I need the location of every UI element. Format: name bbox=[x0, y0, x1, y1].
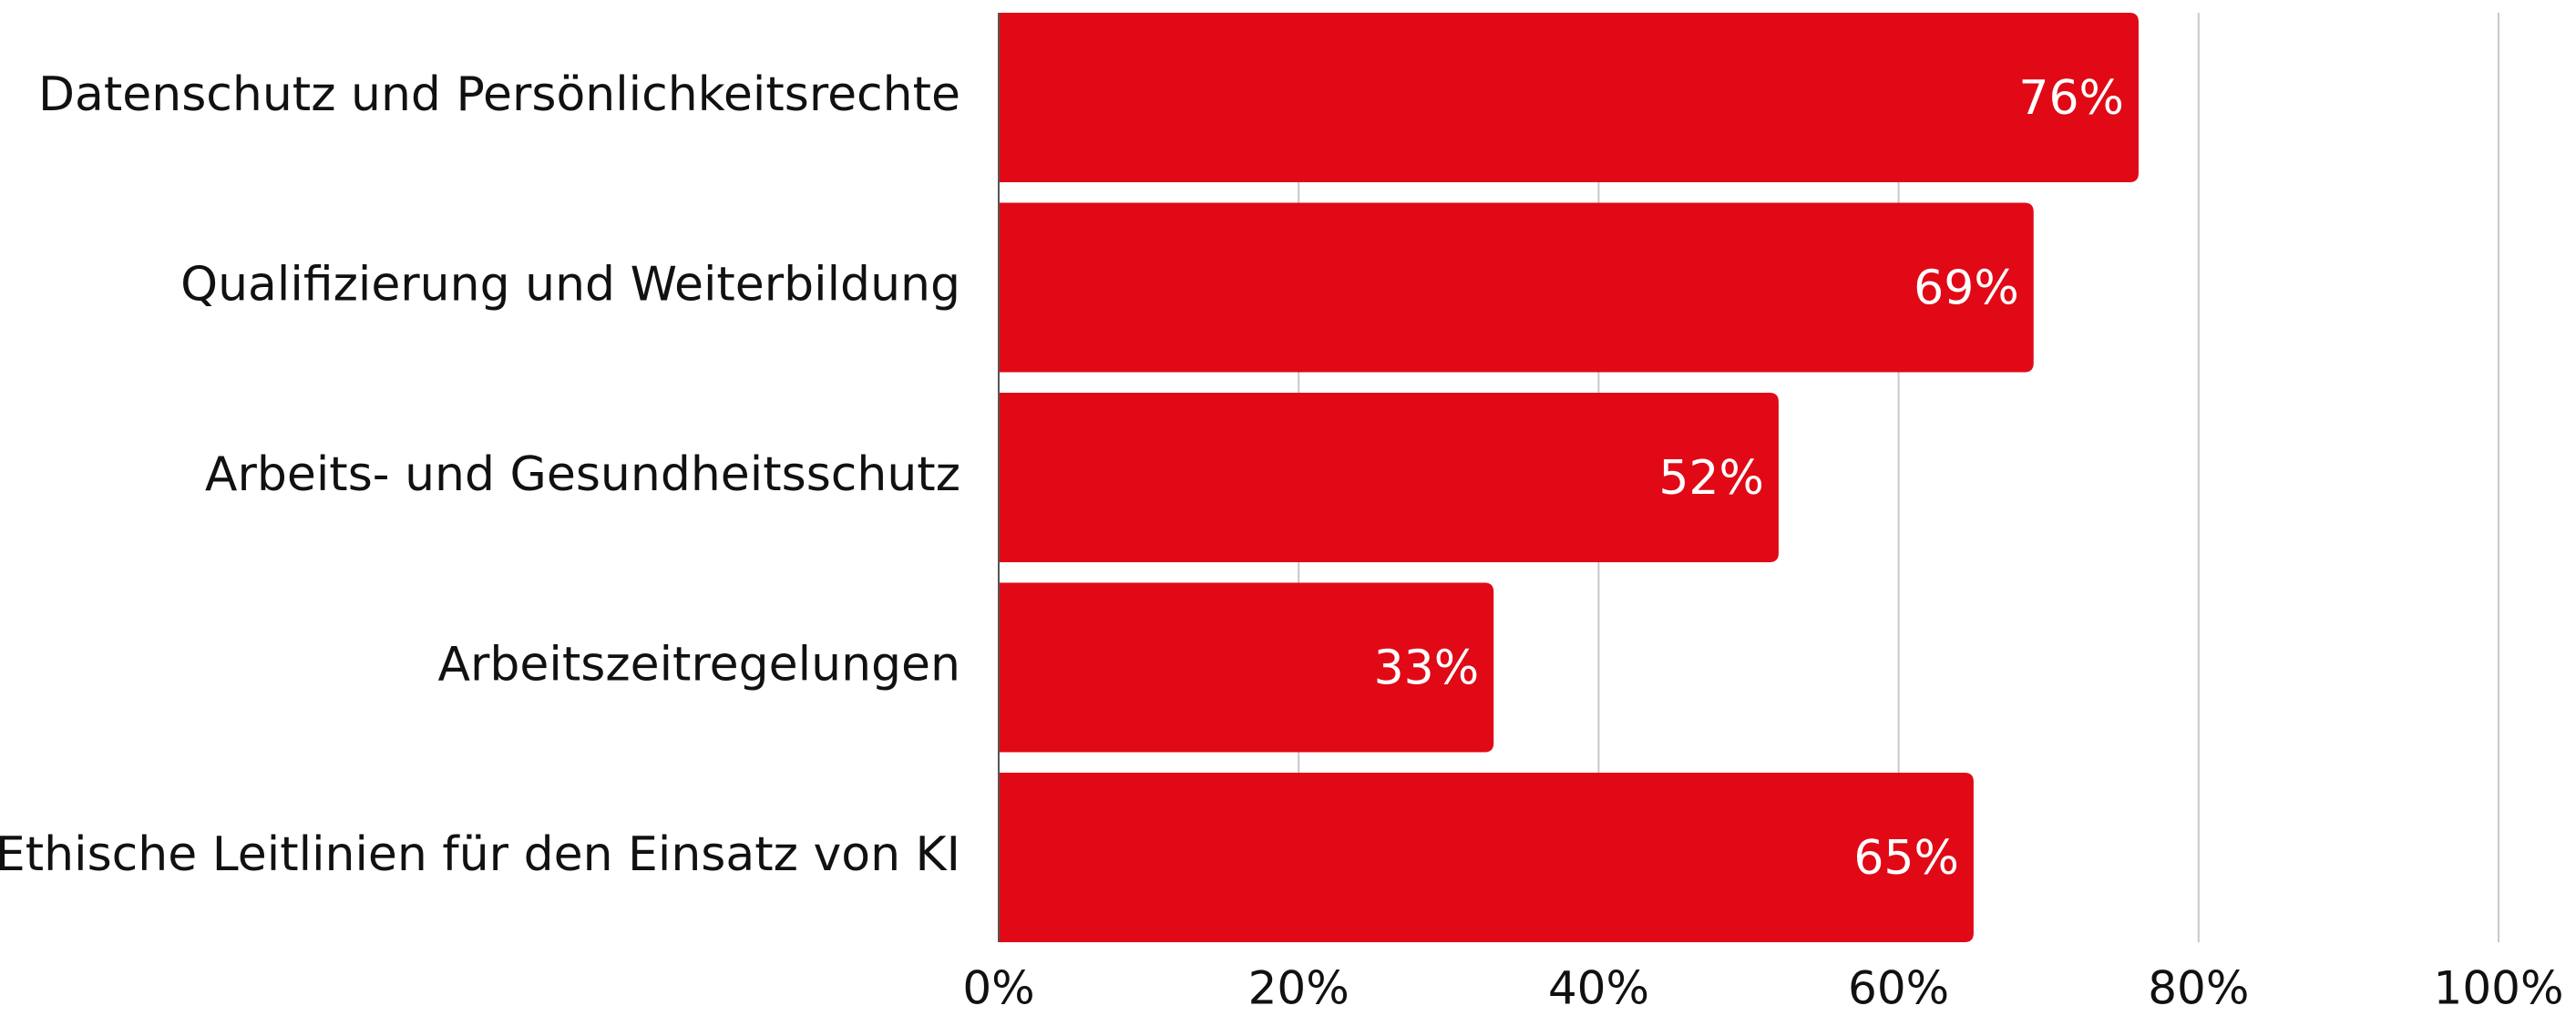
x-tick-label: 20% bbox=[1248, 962, 1350, 1015]
x-tick-label: 80% bbox=[2148, 962, 2249, 1015]
value-label: 69% bbox=[1914, 262, 2019, 316]
bar bbox=[999, 202, 2034, 373]
y-tick-label: Arbeits- und Gesundheitsschutz bbox=[205, 447, 960, 502]
value-label: 76% bbox=[2018, 71, 2124, 126]
y-tick-label: Datenschutz und Persönlichkeitsrechte bbox=[38, 67, 960, 122]
x-tick-label: 100% bbox=[2434, 962, 2564, 1015]
x-tick-label: 40% bbox=[1548, 962, 1649, 1015]
y-tick-label: Ethische Leitlinien für den Einsatz von … bbox=[0, 827, 960, 882]
bar bbox=[999, 13, 2139, 182]
bar bbox=[999, 393, 1779, 562]
bar bbox=[999, 773, 1974, 942]
value-label: 65% bbox=[1853, 831, 1959, 886]
bar bbox=[999, 582, 1494, 753]
x-tick-label: 60% bbox=[1848, 962, 1949, 1015]
y-tick-label: Arbeitszeitregelungen bbox=[437, 638, 960, 693]
x-tick-label: 0% bbox=[962, 962, 1034, 1015]
value-label: 33% bbox=[1374, 641, 1480, 696]
value-label: 52% bbox=[1658, 451, 1764, 506]
y-tick-label: Qualifizierung und Weiterbildung bbox=[180, 258, 960, 313]
